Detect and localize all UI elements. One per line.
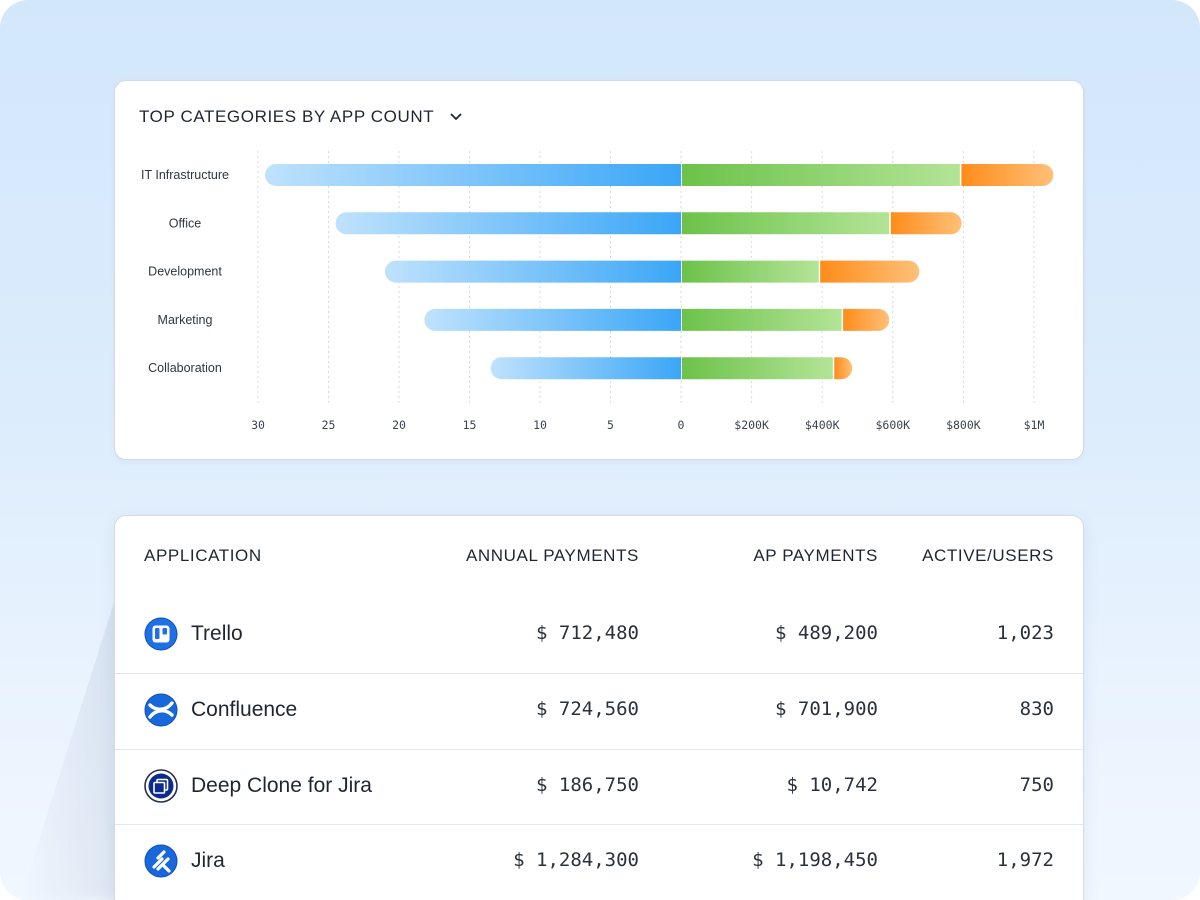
annual-payments-value: $ 1,284,300 (513, 849, 639, 871)
column-header-active-users[interactable]: ACTIVE/USERS (922, 546, 1054, 565)
active-users-value: 830 (1019, 698, 1054, 720)
app-name: Trello (191, 622, 243, 645)
app-name: Jira (191, 849, 225, 872)
tick-label: 30 (251, 418, 265, 432)
tick-label: 5 (607, 418, 614, 432)
category-label: Marketing (158, 313, 213, 327)
tick-label: $200K (734, 418, 769, 432)
column-header-annual-payments[interactable]: ANNUAL PAYMENTS (465, 546, 639, 565)
deep-clone-icon (144, 769, 178, 803)
bar-spend-primary[interactable] (682, 164, 960, 186)
table-row[interactable]: Confluence $ 724,560 $ 701,900 830 (115, 673, 1083, 749)
table-row[interactable]: Trello $ 712,480 $ 489,200 1,023 (115, 598, 1083, 673)
category-label: IT Infrastructure (141, 168, 229, 182)
annual-payments-value: $ 724,560 (536, 698, 639, 720)
category-label: Development (148, 265, 222, 279)
chart-title: TOP CATEGORIES BY APP COUNT (139, 107, 435, 126)
bar-spend-secondary[interactable] (843, 308, 890, 331)
app-name: Deep Clone for Jira (191, 774, 372, 797)
bar-spend-primary[interactable] (682, 308, 842, 331)
active-users-value: 1,023 (996, 622, 1054, 644)
bar-spend-primary[interactable] (682, 260, 819, 283)
applications-table: APPLICATION ANNUAL PAYMENTS AP PAYMENTS … (114, 515, 1084, 900)
bar-spend-secondary[interactable] (961, 164, 1054, 186)
annual-payments-value: $ 712,480 (536, 622, 639, 644)
category-label: Office (169, 216, 201, 230)
bar-spend-primary[interactable] (682, 212, 890, 235)
active-users-value: 750 (1019, 774, 1054, 796)
category-label: Collaboration (148, 361, 222, 375)
bar-app-count[interactable] (335, 212, 681, 235)
bar-spend-secondary[interactable] (820, 260, 920, 283)
jira-icon (144, 844, 178, 878)
categories-chart: 30 25 20 15 10 5 0 $200K $400K $600K $800K $1M IT In… (141, 151, 1054, 432)
annual-payments-value: $ 186,750 (536, 774, 639, 796)
bar-spend-secondary[interactable] (834, 357, 853, 380)
bar-app-count[interactable] (424, 308, 681, 331)
confluence-icon (144, 693, 178, 727)
bar-app-count[interactable] (384, 260, 681, 283)
chart-header: TOP CATEGORIES BY APP COUNT (139, 107, 464, 127)
ap-payments-value: $ 701,900 (775, 698, 878, 720)
ap-payments-value: $ 10,742 (786, 774, 878, 796)
tick-label: 0 (678, 418, 685, 432)
chevron-down-icon[interactable] (448, 109, 464, 125)
categories-chart-card: 30 25 20 15 10 5 0 $200K $400K $600K $800K $1M IT In… (114, 80, 1084, 460)
bar-spend-primary[interactable] (682, 357, 833, 380)
bar-app-count[interactable] (490, 357, 681, 380)
tick-label: 10 (533, 418, 547, 432)
ap-payments-value: $ 489,200 (775, 622, 878, 644)
table-row[interactable]: Deep Clone for Jira $ 186,750 $ 10,742 7… (115, 749, 1083, 825)
tick-label: $600K (875, 418, 910, 432)
tick-label: 15 (463, 418, 477, 432)
tick-label: 25 (322, 418, 336, 432)
tick-label: 20 (392, 418, 406, 432)
bar-spend-secondary[interactable] (890, 212, 962, 235)
app-name: Confluence (191, 698, 298, 721)
tick-label: $800K (946, 418, 981, 432)
trello-icon (144, 617, 178, 651)
table-row[interactable]: Jira $ 1,284,300 $ 1,198,450 1,972 (115, 824, 1083, 900)
column-header-application[interactable]: APPLICATION (144, 546, 262, 565)
bar-app-count[interactable] (265, 164, 681, 186)
tick-label: $1M (1024, 418, 1045, 432)
active-users-value: 1,972 (996, 849, 1054, 871)
column-header-ap-payments[interactable]: AP PAYMENTS (753, 546, 878, 565)
ap-payments-value: $ 1,198,450 (752, 849, 878, 871)
tick-label: $400K (805, 418, 840, 432)
